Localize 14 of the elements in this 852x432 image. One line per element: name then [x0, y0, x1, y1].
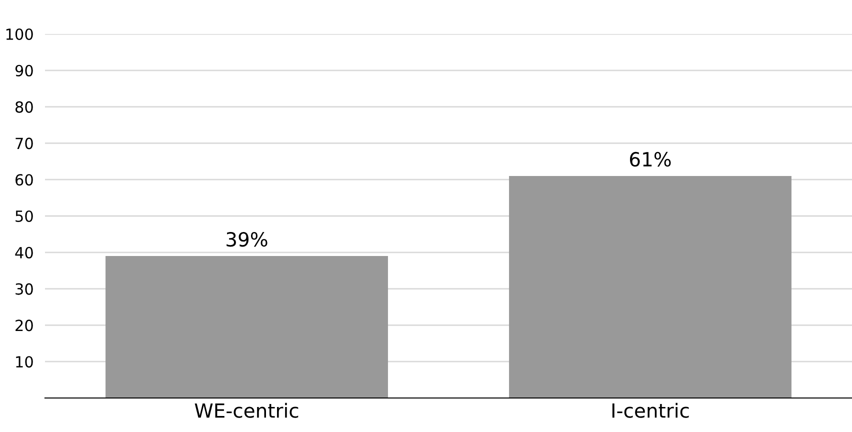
y-tick-label: 70 — [16, 138, 33, 150]
y-tick-label: 60 — [16, 174, 33, 186]
y-tick-label: 90 — [15, 64, 33, 76]
y-tick-label: 10 — [16, 356, 33, 368]
y-tick-label: 40 — [15, 246, 33, 258]
y-tick-label: 50 — [16, 210, 33, 222]
x-tick-label: WE-centric — [194, 402, 298, 418]
y-tick-label: 80 — [15, 101, 33, 113]
y-tick-label: 100 — [6, 28, 33, 40]
data-label: 61% — [630, 152, 671, 167]
data-label: 39% — [226, 232, 268, 247]
x-tick-label: I-centric — [612, 402, 689, 418]
y-tick-label: 20 — [16, 320, 33, 332]
y-tick-label: 30 — [16, 283, 33, 295]
